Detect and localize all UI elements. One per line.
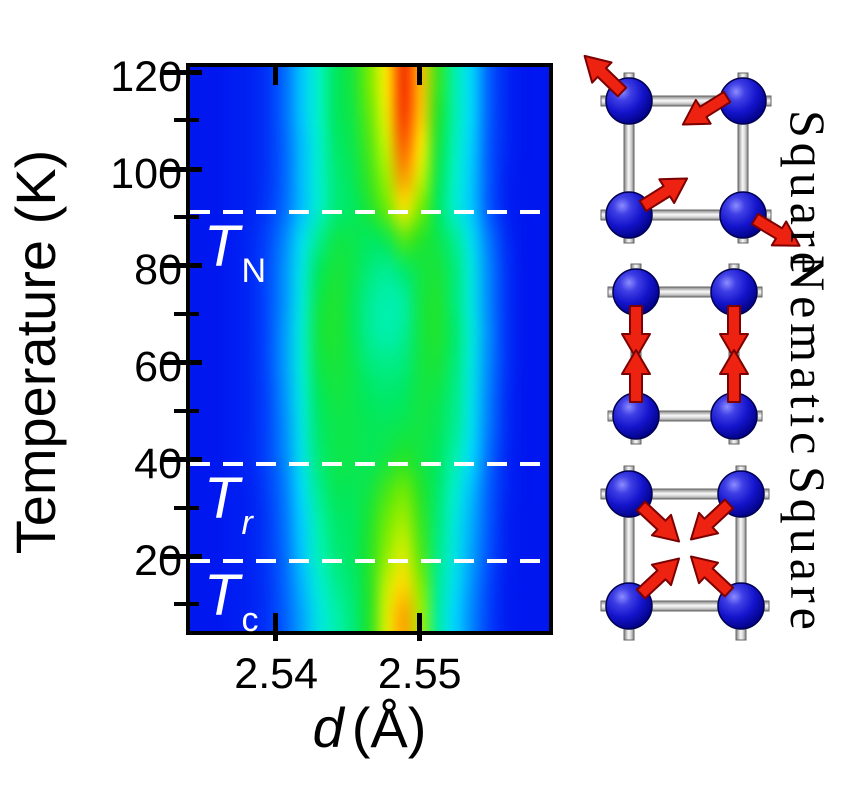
y-minor-tick (174, 602, 199, 607)
transition-symbol: T (204, 465, 240, 531)
x-tick-label: 2.55 (377, 650, 462, 698)
transition-line-Tc (190, 558, 549, 563)
lattice-diagram-square-low-T (600, 465, 770, 641)
transition-symbol: T (204, 562, 240, 628)
y-tick-label: 40 (134, 440, 182, 489)
x-axis-title: d (Å) (186, 697, 553, 759)
y-major-tick (162, 166, 202, 172)
y-major-tick (162, 263, 202, 269)
diagram-label-nematic: Nematic (780, 255, 836, 460)
lattice-rod (737, 72, 749, 244)
x-axis-unit: (Å) (351, 696, 427, 759)
lattice-diagram-nematic (607, 263, 763, 445)
y-major-tick (162, 457, 202, 463)
y-minor-tick (174, 118, 199, 123)
lattice-rod (607, 286, 763, 298)
y-minor-tick (174, 215, 199, 220)
x-major-tick-top (416, 64, 422, 85)
x-axis-symbol: d (312, 696, 344, 759)
lattice-rod (600, 209, 772, 221)
transition-label-Tc: Tc (204, 566, 259, 639)
y-minor-tick (174, 505, 199, 510)
lattice-rod (600, 95, 772, 107)
transition-line-Tr (190, 461, 549, 466)
transition-symbol: T (204, 214, 240, 280)
lattice-rod (600, 488, 770, 500)
y-tick-label: 100 (110, 149, 182, 198)
transition-subscript: N (241, 252, 266, 291)
lattice-diagram-square-high-T (573, 44, 808, 259)
atom-sphere (717, 582, 765, 630)
transition-label-TN: TN (204, 218, 266, 291)
x-major-tick-bottom (273, 613, 279, 641)
transition-line-TN (190, 210, 549, 215)
y-axis-title: Temperature (K) (4, 149, 67, 555)
y-tick-label: 20 (134, 536, 182, 585)
y-minor-tick (174, 311, 199, 316)
transition-label-Tr: Tr (204, 469, 253, 542)
transition-subscript: c (241, 600, 259, 639)
lattice-rod (623, 465, 635, 641)
lattice-rod (623, 72, 635, 244)
heatmap-canvas (190, 67, 549, 631)
y-tick-label: 60 (134, 343, 182, 392)
y-tick-label: 120 (110, 52, 182, 101)
y-major-tick (162, 553, 202, 559)
x-major-tick-bottom (416, 613, 422, 641)
lattice-rod (600, 600, 770, 612)
transition-subscript: r (241, 503, 253, 542)
diagram-label-square-high-T: Square (780, 110, 836, 279)
displacement-arrow (621, 349, 651, 403)
displacement-arrow (719, 349, 749, 403)
y-minor-tick (174, 408, 199, 413)
diagram-label-square-low-T: Square (780, 466, 836, 635)
y-major-tick (162, 69, 202, 75)
lattice-rod (735, 465, 747, 641)
x-tick-label: 2.54 (234, 650, 318, 698)
y-tick-label: 80 (134, 246, 182, 295)
y-major-tick (162, 360, 202, 366)
heatmap-plot: TN Tr Tc (162, 63, 553, 641)
x-major-tick-top (273, 64, 279, 85)
lattice-rod (607, 410, 763, 422)
